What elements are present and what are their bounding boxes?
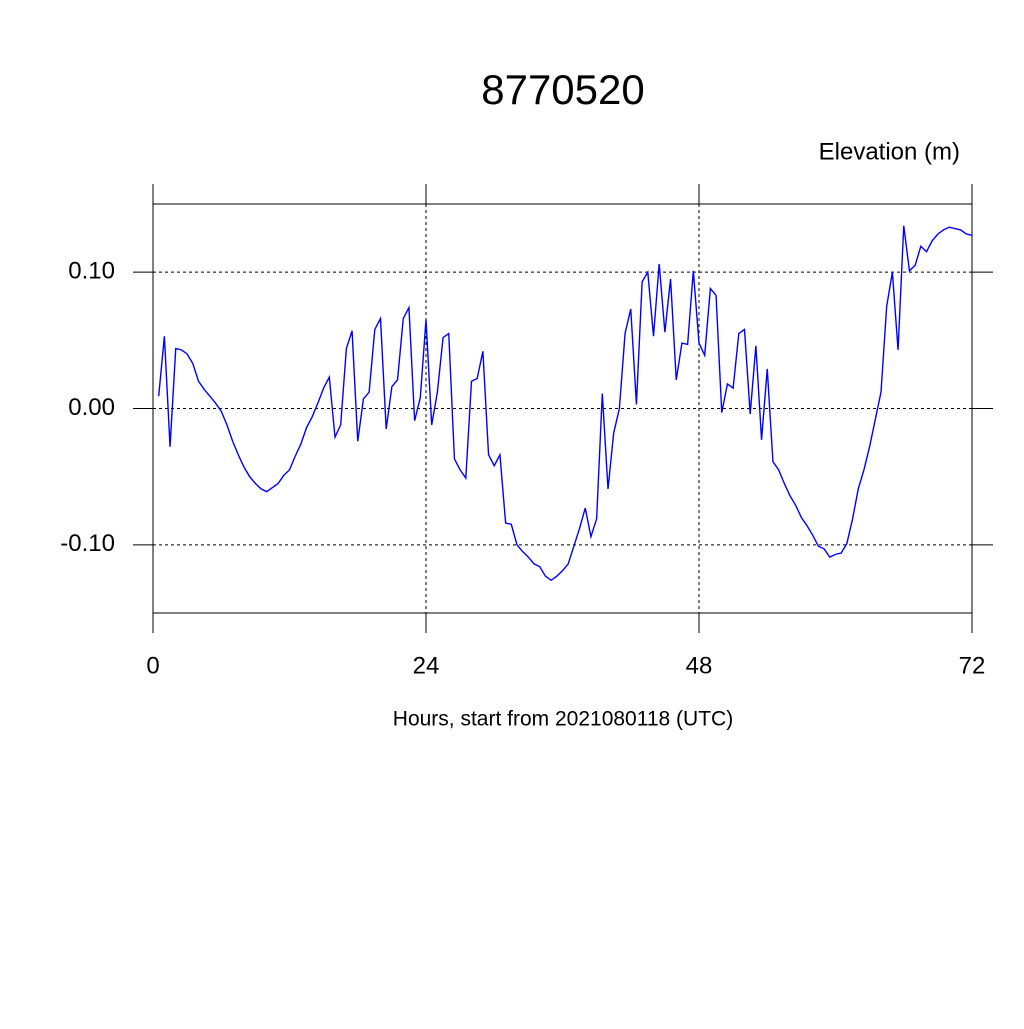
- y-tick-label: 0.00: [68, 394, 115, 421]
- x-axis-label: Hours, start from 2021080118 (UTC): [393, 708, 733, 731]
- chart-title: 8770520: [481, 66, 645, 113]
- y-tick-label: 0.10: [68, 258, 115, 285]
- x-tick-label: 72: [959, 652, 986, 679]
- x-tick-label: 48: [686, 652, 713, 679]
- y-axis-label: Elevation (m): [819, 138, 960, 165]
- x-tick-label: 0: [146, 652, 159, 679]
- x-tick-label: 24: [413, 652, 440, 679]
- data-line: [157, 225, 973, 582]
- y-tick-label: -0.10: [60, 530, 115, 557]
